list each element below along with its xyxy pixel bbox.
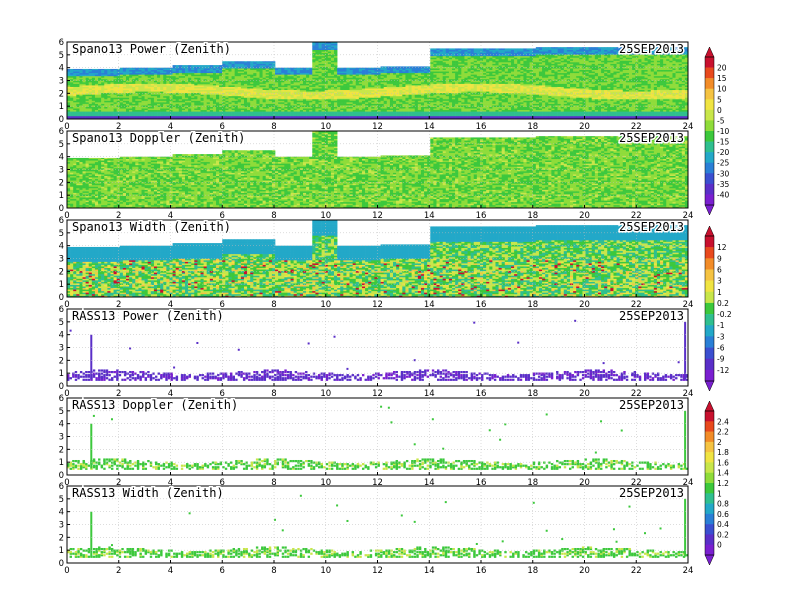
heatmap-cell [260, 61, 263, 62]
heatmap-cell [418, 66, 421, 67]
heatmap-cell [371, 68, 374, 69]
heatmap-cell [182, 65, 185, 67]
heatmap-cell [191, 65, 194, 67]
heatmap-cell [402, 66, 405, 67]
heatmap-cell [138, 68, 141, 69]
heatmap-cell [464, 48, 467, 50]
heatmap-cell [455, 48, 458, 50]
heatmap-cell [412, 66, 415, 67]
heatmap-cell [185, 65, 188, 67]
heatmap-cell [399, 66, 402, 67]
heatmap-cell [440, 48, 443, 50]
heatmap-cell [114, 69, 117, 70]
heatmap-cell [256, 61, 259, 62]
heatmap-cell [266, 61, 269, 62]
heatmap-cell [92, 69, 95, 70]
heatmap-cell [427, 66, 430, 67]
heatmap-cell [272, 61, 275, 62]
heatmap-cell [238, 61, 241, 62]
heatmap-cell [468, 48, 471, 50]
heatmap-cell [95, 69, 98, 70]
heatmap-cell [216, 65, 219, 67]
heatmap-cell [247, 61, 250, 62]
heatmap-cell [244, 61, 247, 62]
heatmap-cell [98, 69, 101, 70]
heatmap-cell [235, 61, 238, 62]
heatmap-cell [176, 65, 179, 67]
heatmap-cell [393, 66, 396, 67]
heatmap-cell [405, 66, 408, 67]
heatmap-cell [253, 61, 256, 62]
heatmap-cell [424, 66, 427, 67]
heatmap-cell [458, 48, 461, 50]
heatmap-cell [179, 65, 182, 67]
heatmap-cell [79, 69, 82, 70]
heatmap-cell [173, 65, 176, 67]
heatmap-cell [222, 61, 225, 62]
heatmap-cell [281, 68, 284, 69]
heatmap-cell [201, 65, 204, 67]
heatmap-cell [415, 66, 418, 67]
heatmap-cell [73, 69, 76, 70]
heatmap-cell [449, 48, 452, 50]
heatmap-cell [194, 65, 197, 67]
heatmap-cell [86, 69, 89, 70]
heatmap-cell [67, 69, 70, 70]
heatmap-cell [70, 69, 73, 70]
heatmap-cell [104, 69, 107, 70]
heatmap-cell [101, 69, 104, 70]
heatmap-cell [384, 66, 387, 67]
heatmap-cell [210, 65, 213, 67]
heatmap-cell [117, 69, 120, 70]
heatmap-cell [430, 48, 433, 50]
heatmap-cell [135, 68, 138, 69]
heatmap-cell [89, 69, 92, 70]
heatmap-cell [278, 68, 281, 69]
heatmap-cell [241, 61, 244, 62]
heatmap-cell [477, 48, 480, 50]
heatmap-cell [269, 61, 272, 62]
heatmap-cell [446, 48, 449, 50]
heatmap-cell [213, 65, 216, 67]
heatmap-cell [107, 69, 110, 70]
heatmap-cell [207, 65, 210, 67]
heatmap-cell [480, 48, 483, 50]
heatmap-cell [471, 48, 474, 50]
heatmap-cell [250, 61, 253, 62]
heatmap-cell [232, 61, 235, 62]
heatmap-cell [443, 48, 446, 50]
heatmap-cell [263, 61, 266, 62]
heatmap-cell [228, 61, 231, 62]
heatmap-cell [436, 48, 439, 50]
heatmap-cell [396, 66, 399, 67]
heatmap-cell [204, 65, 207, 67]
heatmap-cell [368, 68, 371, 69]
heatmap-cell [83, 69, 86, 70]
heatmap-cell [387, 66, 390, 67]
heatmap-cell [110, 69, 113, 70]
heatmap-cell [474, 48, 477, 50]
heatmap-cell [390, 66, 393, 67]
heatmap-cell [197, 65, 200, 67]
heatmap-cell [188, 65, 191, 67]
heatmap-cell [381, 66, 384, 67]
heatmap-cell [225, 61, 228, 62]
heatmap-cell [76, 69, 79, 70]
heatmap-cell [433, 48, 436, 50]
heatmap-cell [452, 48, 455, 50]
heatmap-cell [461, 48, 464, 50]
heatmap-cell [409, 66, 412, 67]
heatmap-cell [421, 66, 424, 67]
